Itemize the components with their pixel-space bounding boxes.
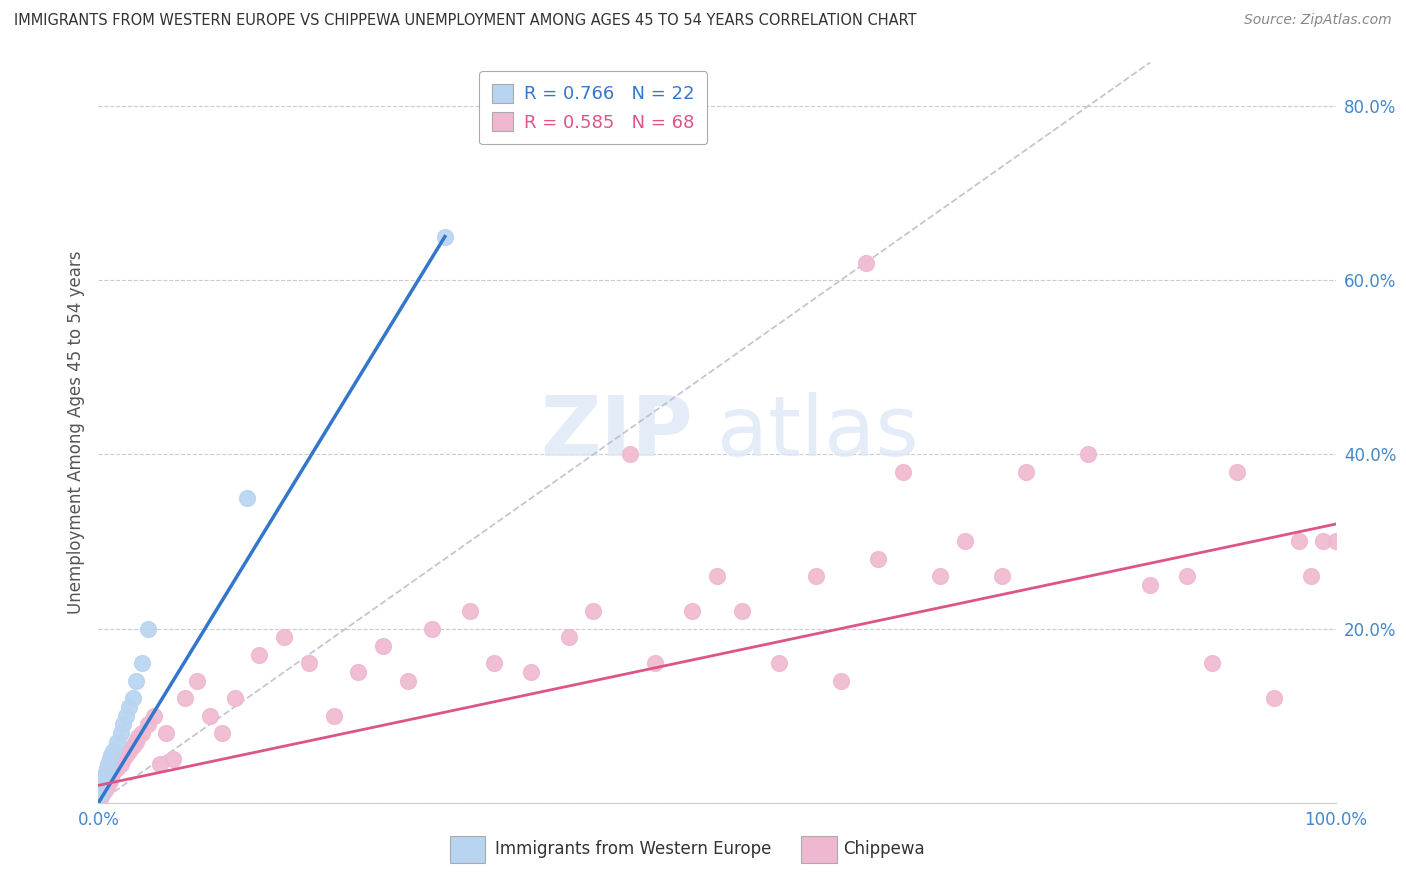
- Point: [89, 791, 111, 805]
- Point: [928, 569, 950, 583]
- Point: [89, 787, 111, 801]
- Point: [97, 777, 120, 791]
- Point: [93, 785, 115, 799]
- Point: [891, 465, 914, 479]
- Point: [93, 774, 115, 789]
- Point: [347, 665, 370, 680]
- Point: [433, 229, 456, 244]
- Text: Chippewa: Chippewa: [844, 840, 925, 858]
- Point: [90, 782, 112, 797]
- Point: [198, 708, 221, 723]
- Point: [298, 657, 321, 671]
- Point: [96, 778, 118, 792]
- Point: [953, 534, 976, 549]
- Point: [94, 780, 117, 794]
- Point: [186, 673, 208, 688]
- Point: [1175, 569, 1198, 583]
- Point: [105, 761, 128, 775]
- Point: [731, 604, 754, 618]
- Point: [247, 648, 270, 662]
- Text: Source: ZipAtlas.com: Source: ZipAtlas.com: [1244, 13, 1392, 28]
- Point: [127, 731, 149, 745]
- Point: [1312, 534, 1334, 549]
- Point: [1299, 569, 1322, 583]
- Point: [236, 491, 259, 505]
- Point: [224, 691, 246, 706]
- Point: [93, 782, 115, 797]
- Point: [114, 747, 136, 762]
- Point: [143, 708, 166, 723]
- Point: [644, 657, 666, 671]
- Point: [557, 630, 579, 644]
- Point: [990, 569, 1012, 583]
- Point: [458, 604, 481, 618]
- Point: [396, 673, 419, 688]
- Point: [136, 622, 159, 636]
- Point: [211, 726, 233, 740]
- Text: Immigrants from Western Europe: Immigrants from Western Europe: [495, 840, 772, 858]
- Point: [103, 743, 125, 757]
- Point: [162, 752, 184, 766]
- Point: [136, 717, 159, 731]
- Point: [155, 726, 177, 740]
- Point: [1139, 578, 1161, 592]
- Point: [122, 691, 145, 706]
- Point: [582, 604, 605, 618]
- Point: [619, 447, 641, 461]
- Point: [118, 700, 141, 714]
- Point: [768, 657, 790, 671]
- Point: [866, 552, 889, 566]
- Point: [1077, 447, 1099, 461]
- Point: [110, 756, 132, 771]
- Point: [371, 639, 394, 653]
- Point: [124, 673, 146, 688]
- Legend: R = 0.766   N = 22, R = 0.585   N = 68: R = 0.766 N = 22, R = 0.585 N = 68: [479, 71, 707, 145]
- Point: [124, 735, 146, 749]
- Text: atlas: atlas: [717, 392, 918, 473]
- Point: [110, 726, 132, 740]
- Point: [100, 770, 122, 784]
- Point: [1324, 534, 1347, 549]
- Point: [131, 657, 153, 671]
- Point: [322, 708, 344, 723]
- Text: IMMIGRANTS FROM WESTERN EUROPE VS CHIPPEWA UNEMPLOYMENT AMONG AGES 45 TO 54 YEAR: IMMIGRANTS FROM WESTERN EUROPE VS CHIPPE…: [14, 13, 917, 29]
- Point: [98, 752, 121, 766]
- Point: [94, 765, 117, 780]
- Point: [97, 756, 120, 771]
- Point: [855, 256, 877, 270]
- Point: [112, 717, 135, 731]
- Point: [830, 673, 852, 688]
- Point: [118, 743, 141, 757]
- Point: [149, 756, 172, 771]
- Point: [100, 747, 122, 762]
- Point: [174, 691, 197, 706]
- Point: [1288, 534, 1310, 549]
- Point: [804, 569, 827, 583]
- Point: [103, 765, 125, 780]
- Point: [93, 770, 115, 784]
- Point: [681, 604, 703, 618]
- Point: [1015, 465, 1038, 479]
- Point: [98, 774, 121, 789]
- Point: [706, 569, 728, 583]
- Text: ZIP: ZIP: [540, 392, 692, 473]
- Point: [1226, 465, 1249, 479]
- Point: [90, 789, 112, 803]
- Point: [91, 787, 114, 801]
- Point: [114, 708, 136, 723]
- Point: [273, 630, 295, 644]
- Y-axis label: Unemployment Among Ages 45 to 54 years: Unemployment Among Ages 45 to 54 years: [66, 251, 84, 615]
- Point: [112, 752, 135, 766]
- Point: [131, 726, 153, 740]
- Point: [96, 761, 118, 775]
- Point: [484, 657, 506, 671]
- Point: [105, 735, 128, 749]
- Point: [520, 665, 543, 680]
- Point: [422, 622, 444, 636]
- Point: [122, 739, 145, 754]
- Point: [91, 778, 114, 792]
- Point: [1201, 657, 1223, 671]
- Point: [1263, 691, 1285, 706]
